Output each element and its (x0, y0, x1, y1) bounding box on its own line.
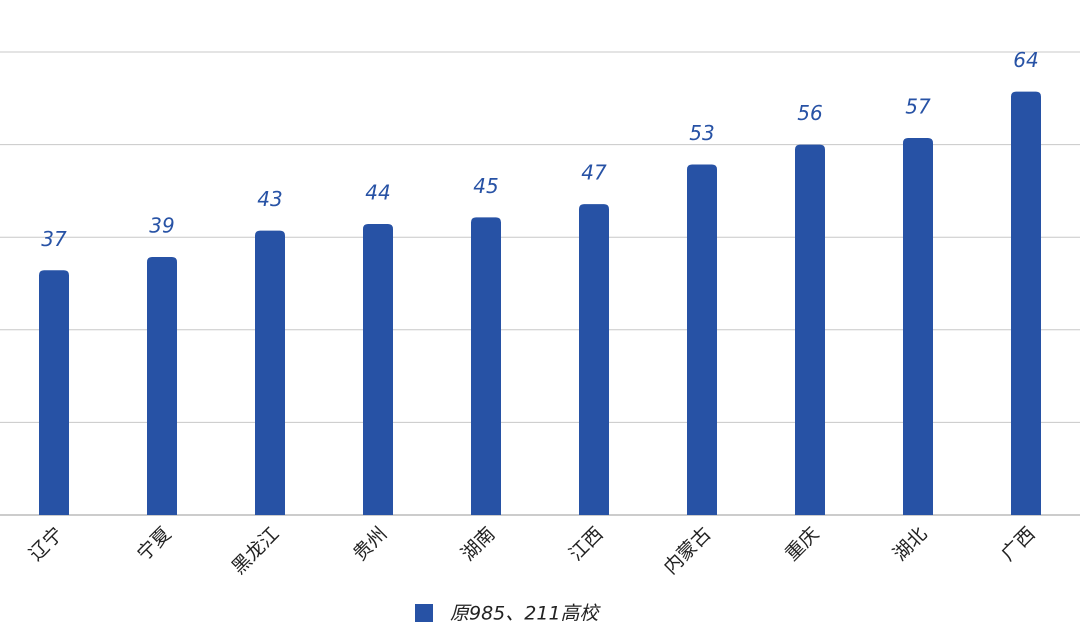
bar (363, 223, 393, 515)
x-tick-label: 重庆 (781, 523, 823, 565)
legend-swatch (415, 604, 433, 622)
value-label: 45 (473, 174, 498, 198)
value-label: 37 (41, 227, 67, 251)
bar (687, 164, 717, 515)
x-tick-label: 湖北 (889, 523, 931, 565)
value-label: 53 (689, 121, 714, 145)
value-label: 39 (149, 214, 174, 238)
x-tick-label: 贵州 (349, 523, 391, 565)
value-label: 56 (797, 101, 822, 125)
bar (795, 144, 825, 515)
value-label: 57 (905, 94, 931, 118)
value-label: 64 (1013, 48, 1038, 72)
bar (147, 257, 177, 515)
x-tick-label: 江西 (565, 523, 607, 565)
bar (39, 270, 69, 515)
bar (471, 217, 501, 515)
bar (1011, 91, 1041, 515)
bar (903, 137, 933, 515)
x-tick-label: 宁夏 (133, 523, 175, 565)
x-tick-label: 辽宁 (25, 523, 67, 565)
x-tick-label: 湖南 (457, 523, 499, 565)
bar (255, 230, 285, 516)
x-tick-label: 广西 (997, 523, 1039, 565)
value-label: 43 (257, 187, 282, 211)
x-tick-label: 黑龙江 (228, 523, 284, 579)
bar (579, 204, 609, 515)
x-tick-label: 内蒙古 (660, 523, 716, 579)
value-label: 47 (581, 161, 607, 185)
legend-label: 原985、211高校 (450, 603, 602, 625)
value-label: 44 (365, 180, 390, 204)
